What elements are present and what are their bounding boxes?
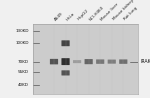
Text: NCI-H460: NCI-H460 bbox=[89, 5, 105, 21]
Text: 70KD: 70KD bbox=[18, 60, 29, 64]
FancyBboxPatch shape bbox=[73, 60, 81, 63]
Text: HepG2: HepG2 bbox=[77, 9, 90, 21]
FancyBboxPatch shape bbox=[50, 59, 58, 64]
FancyBboxPatch shape bbox=[61, 58, 70, 65]
Text: A549: A549 bbox=[54, 11, 64, 21]
Text: Rat lung: Rat lung bbox=[123, 6, 138, 21]
FancyBboxPatch shape bbox=[61, 70, 70, 75]
FancyBboxPatch shape bbox=[85, 59, 93, 64]
Text: 100KD: 100KD bbox=[15, 41, 29, 45]
Text: 130KD: 130KD bbox=[15, 29, 29, 33]
Text: 40KD: 40KD bbox=[18, 83, 29, 87]
Text: 55KD: 55KD bbox=[18, 69, 29, 74]
Text: Mouse kidney: Mouse kidney bbox=[112, 0, 135, 21]
Text: Mouse liver: Mouse liver bbox=[100, 2, 120, 21]
Text: HeLa: HeLa bbox=[66, 11, 76, 21]
FancyBboxPatch shape bbox=[108, 60, 116, 64]
FancyBboxPatch shape bbox=[96, 59, 104, 64]
FancyBboxPatch shape bbox=[61, 40, 70, 46]
Text: IRAK2: IRAK2 bbox=[140, 59, 150, 64]
FancyBboxPatch shape bbox=[119, 59, 127, 64]
